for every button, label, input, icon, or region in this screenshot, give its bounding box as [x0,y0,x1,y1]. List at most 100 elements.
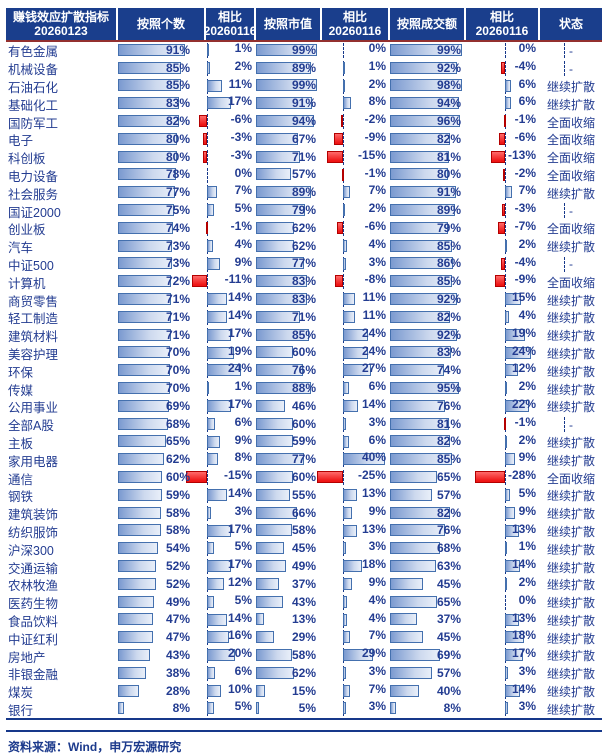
bar-value-label: 94% [436,96,461,111]
sector-name: 房地产 [8,650,46,665]
turnover-bar-track: 85% [390,238,463,254]
count-bar-track: 85% [118,79,192,93]
diff-bar [343,346,369,359]
diff-value-label: 2% [518,432,536,447]
count-bar-cell: 69% [118,398,206,416]
status-cell: 继续扩散 [540,309,602,327]
turnover-diff-cell: 6% [466,95,540,113]
bar-value-label: 70% [165,381,190,396]
header-diff-date: 20260116 [203,24,257,38]
count-bar-cell: 60% [118,469,206,487]
bar-value-label: 79% [291,203,316,218]
turnover-diff-cell: 6% [466,76,540,96]
diff-value-label: -9% [514,272,536,287]
zero-axis-line [343,114,344,130]
count-bar-cell: 71% [118,291,206,309]
count-bar-cell: 28% [118,683,206,701]
diff-value-label: 3% [368,539,386,554]
diff-value-label: -25% [357,468,386,483]
diff-value-label: -8% [364,272,386,287]
diff-bar [343,666,347,679]
count-bar-cell: 54% [118,540,206,558]
sector-name: 医药生物 [8,597,59,612]
mcap-bar-cell: 94% [256,113,322,131]
diff-bar [207,631,230,644]
count-diff-cell: -3% [202,147,256,167]
status-cell: 继续扩散 [540,184,602,202]
count-diff-cell: -3% [202,130,256,149]
diff-bar [207,435,220,448]
diff-value-label: 6% [518,76,536,91]
status-cell: - [540,416,602,434]
count-bar-track: 47% [118,613,192,627]
count-bar-track: 58% [118,524,192,538]
zero-axis-line [505,256,506,272]
zero-axis-line [505,220,506,236]
diff-bar [505,382,508,395]
bar-value-label: 85% [436,238,461,253]
turnover-bar-cell: 91% [390,184,466,202]
status-label: 继续扩散 [546,489,595,504]
sector-name-cell: 交通运输 [6,558,118,576]
mcap-bar-track: 46% [256,399,318,414]
diff-value-label: -4% [514,58,536,73]
diff-bar [207,595,214,608]
diff-value-label: 29% [361,646,386,661]
mcap-bar-track: 13% [256,613,318,627]
count-bar-cell: 71% [118,327,206,345]
status-label: 继续扩散 [546,453,595,468]
mcap-diff-cell: 6% [322,380,390,398]
diff-value-label: 18% [511,628,536,643]
turnover-bar-cell: 85% [390,451,466,469]
turnover-bar-cell: 57% [390,487,466,505]
diff-bar [497,221,505,234]
diff-bar [491,150,505,163]
diff-value-label: 2% [368,76,386,91]
count-diff-cell: 14% [206,486,256,505]
mcap-diff-cell: 2% [322,202,390,220]
diff-value-label: 6% [234,414,252,429]
zero-axis-line [207,167,208,183]
turnover-bar-track: 85% [390,453,463,467]
diff-value-label: 0% [518,41,536,55]
diff-value-label: 2% [234,58,252,73]
sector-name: 中证500 [8,258,54,273]
sector-name: 食品饮料 [8,614,59,629]
sector-name: 煤炭 [8,686,34,701]
count-diff-cell: 16% [206,629,256,647]
count-bar-cell: 52% [118,558,206,576]
mcap-bar-cell: 62% [256,665,322,683]
diff-value-label: -3% [230,147,252,162]
zero-axis-line [343,131,344,147]
sector-name-cell: 美容护理 [6,345,118,363]
diff-value-label: -6% [364,218,386,233]
turnover-diff-cell: 14% [466,682,540,701]
diff-value-label: 24% [361,343,386,358]
diff-value-label: 16% [227,628,252,643]
diff-bar [186,471,207,484]
diff-bar [316,471,343,484]
diff-value-label: 1% [368,58,386,73]
sector-name-cell: 建筑装饰 [6,505,118,523]
diff-bar [207,684,221,697]
turnover-bar-cell: 68% [390,540,466,558]
turnover-bar-cell: 96% [390,113,466,131]
bar-value-label: 57% [291,167,316,182]
diff-value-label: 2% [518,379,536,394]
diff-value-label: 10% [227,681,252,696]
mcap-bar-track: 58% [256,524,318,538]
diff-bar [343,684,351,697]
sector-name-cell: 商贸零售 [6,291,118,309]
bar-value-label: 57% [436,665,461,680]
diff-bar [207,204,214,217]
status-cell: - [540,42,602,60]
sector-name: 农林牧渔 [8,579,59,594]
diff-value-label: 17% [227,325,252,340]
diff-bar [198,115,207,128]
count-diff-cell: 3% [206,504,256,523]
count-diff-cell: 7% [206,184,256,202]
bar-value-label: 99% [436,42,461,57]
footer-divider [6,730,602,733]
turnover-bar-track: 82% [390,506,463,521]
zero-axis-line [505,167,506,183]
